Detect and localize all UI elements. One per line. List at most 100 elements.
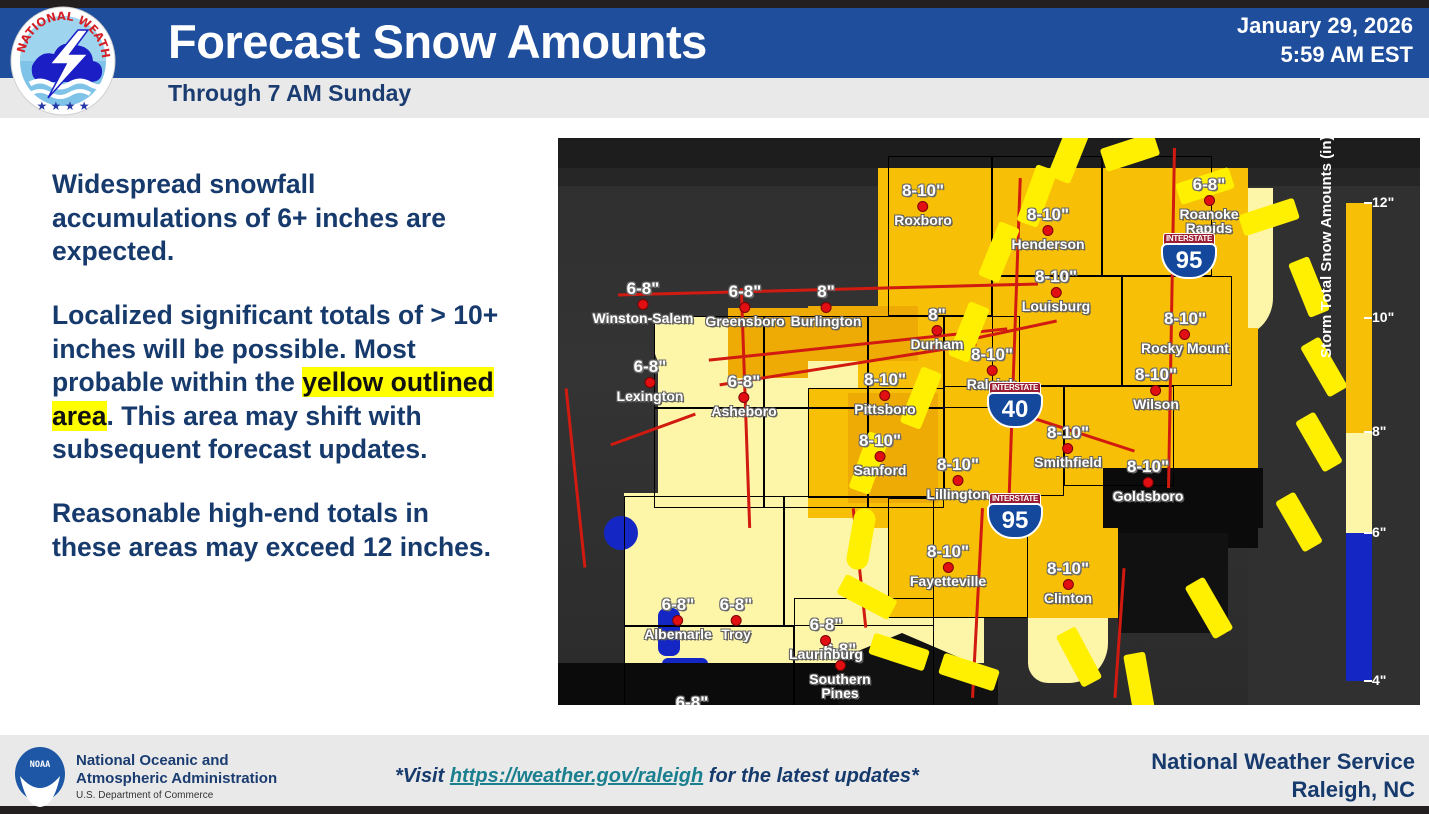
city-marker: 8-10" Louisburg bbox=[1022, 268, 1090, 313]
interstate-shield-icon: INTERSTATE 40 bbox=[987, 382, 1043, 428]
mask-east bbox=[1103, 468, 1263, 528]
city-name: Sanford bbox=[853, 462, 907, 478]
colorbar-segment-lightyellow bbox=[1346, 433, 1372, 533]
city-marker: 8-10"Raleigh bbox=[967, 346, 1018, 391]
city-snow-amount: 8-10" bbox=[936, 455, 980, 474]
city-marker: 8-10" Wilson bbox=[1133, 366, 1179, 411]
colorbar-segment-blue bbox=[1346, 533, 1372, 681]
city-name: Pittsboro bbox=[854, 401, 916, 417]
colorbar-tick-label: 10" bbox=[1363, 308, 1395, 325]
colorbar-tick-label: 4" bbox=[1363, 672, 1387, 688]
county-outline bbox=[624, 496, 784, 626]
city-snow-amount: 8-10" bbox=[926, 542, 970, 561]
office-line-1: National Weather Service bbox=[1151, 749, 1415, 774]
city-snow-amount: 6-8" bbox=[1192, 175, 1226, 194]
shield-number: 40 bbox=[987, 392, 1043, 428]
city-name: Goldsboro bbox=[1112, 488, 1184, 504]
issuance-time: 5:59 AM EST bbox=[1280, 42, 1413, 67]
visit-website-line: *Visit https://weather.gov/raleigh for t… bbox=[395, 765, 919, 788]
city-marker: 6-8" Laurinburg bbox=[789, 616, 863, 661]
city-dot-icon bbox=[1142, 477, 1154, 488]
weather-gov-link[interactable]: https://weather.gov/raleigh bbox=[449, 765, 704, 787]
header-blue-band bbox=[0, 8, 1429, 78]
city-name: Lillington bbox=[926, 486, 990, 502]
localized-text-a: Localized significant totals of > 10+ in… bbox=[52, 299, 499, 398]
city-snow-amount: 6-8" bbox=[823, 640, 857, 659]
city-dot-icon bbox=[1062, 579, 1074, 590]
city-marker: 6-8" Asheboro bbox=[711, 373, 776, 418]
issuing-office: National Weather Service Raleigh, NC bbox=[1151, 748, 1415, 803]
interstate-shield-icon: INTERSTATE 95 bbox=[1161, 233, 1217, 279]
svg-text:★ ★ ★ ★: ★ ★ ★ ★ bbox=[36, 99, 89, 113]
city-snow-amount: 8-10" bbox=[1046, 559, 1090, 578]
city-marker: 8" Burlington bbox=[791, 283, 862, 328]
county-outline bbox=[624, 626, 794, 705]
localized-text-b: . This area may shift with subsequent fo… bbox=[52, 400, 428, 465]
city-name: Troy bbox=[721, 626, 751, 642]
city-snow-amount: 8-10" bbox=[1126, 457, 1170, 476]
city-name: Burlington bbox=[790, 313, 862, 329]
visit-prefix: *Visit bbox=[395, 765, 450, 787]
top-black-strip bbox=[0, 0, 1429, 8]
city-dot-icon bbox=[1062, 443, 1074, 454]
shield-number: 95 bbox=[1161, 243, 1217, 279]
city-dot-icon bbox=[820, 635, 832, 646]
city-name: Southern Pines bbox=[809, 671, 871, 702]
fill-piedmont-nw bbox=[654, 316, 714, 376]
forecast-text-panel: Widespread snowfall accumulations of 6+ … bbox=[52, 168, 504, 594]
city-marker: 8" Durham bbox=[911, 306, 964, 351]
city-name: Greensboro bbox=[705, 313, 785, 329]
city-snow-amount: 8" bbox=[817, 282, 835, 301]
city-dot-icon bbox=[1203, 195, 1215, 206]
city-name: Smithfield bbox=[1034, 454, 1102, 470]
city-marker: 8-10" Smithfield bbox=[1034, 424, 1102, 469]
city-dot-icon bbox=[644, 377, 656, 388]
city-marker: 6-8" Albemarle bbox=[644, 596, 712, 641]
city-name: Laurinburg bbox=[789, 646, 863, 662]
city-snow-amount: 8-10" bbox=[1046, 423, 1090, 442]
city-dot-icon bbox=[1050, 287, 1062, 298]
city-name: Henderson bbox=[1011, 236, 1085, 252]
city-name: Roanoke Rapids bbox=[1179, 206, 1239, 237]
city-dot-icon bbox=[738, 392, 750, 403]
county-outline bbox=[784, 496, 934, 626]
county-outline bbox=[808, 388, 944, 498]
city-snow-amount: 8-10" bbox=[1026, 205, 1070, 224]
header-grey-band bbox=[0, 78, 1429, 118]
page-subtitle: Through 7 AM Sunday bbox=[168, 80, 412, 106]
noaa-logo: NOAA bbox=[12, 746, 68, 808]
city-dot-icon bbox=[942, 562, 954, 573]
issuance-date: January 29, 2026 bbox=[1236, 13, 1413, 38]
city-name: Fayetteville bbox=[909, 573, 987, 589]
noaa-line-2: Atmospheric Administration bbox=[76, 770, 278, 787]
city-dot-icon bbox=[917, 201, 929, 212]
city-name: Rocky Mount bbox=[1141, 340, 1229, 356]
city-dot-icon bbox=[730, 615, 742, 626]
forecast-snow-map[interactable]: 6-8" Winston-Salem 6-8" Greensboro 8" Burling… bbox=[558, 138, 1420, 705]
county-outline bbox=[654, 316, 764, 408]
city-marker: 8-10" Rocky Mount bbox=[1141, 310, 1229, 355]
city-dot-icon bbox=[1150, 385, 1162, 396]
county-outline bbox=[1064, 386, 1174, 486]
county-outline bbox=[888, 498, 1028, 618]
colorbar-tick-label: 6" bbox=[1363, 523, 1387, 540]
city-marker: 6-8" Winston-Salem bbox=[593, 280, 694, 325]
noaa-line-3: U.S. Department of Commerce bbox=[76, 790, 214, 801]
city-snow-amount: 6-8" bbox=[633, 357, 667, 376]
city-name: Asheboro bbox=[711, 403, 777, 419]
colorbar-legend: Storm Total Snow Amounts (in) 12" 10" 8" 6"… bbox=[1318, 138, 1420, 698]
city-marker: 8-10" Pittsboro bbox=[854, 371, 915, 416]
city-dot-icon bbox=[874, 451, 886, 462]
city-snow-amount: 8-10" bbox=[901, 181, 945, 200]
svg-text:NOAA: NOAA bbox=[30, 760, 50, 770]
county-outline bbox=[654, 408, 764, 508]
city-marker: 8-10" Goldsboro bbox=[1113, 458, 1184, 503]
office-line-2: Raleigh, NC bbox=[1291, 776, 1415, 802]
city-snow-amount: 6-8" bbox=[727, 372, 761, 391]
city-name: Roxboro bbox=[894, 212, 952, 228]
city-snow-amount: 6-8" bbox=[809, 615, 843, 634]
city-dot-icon bbox=[739, 302, 751, 313]
city-snow-amount: 8-10" bbox=[863, 370, 907, 389]
city-snow-amount: 8-10" bbox=[970, 345, 1014, 364]
city-name: Louisburg bbox=[1021, 298, 1091, 314]
